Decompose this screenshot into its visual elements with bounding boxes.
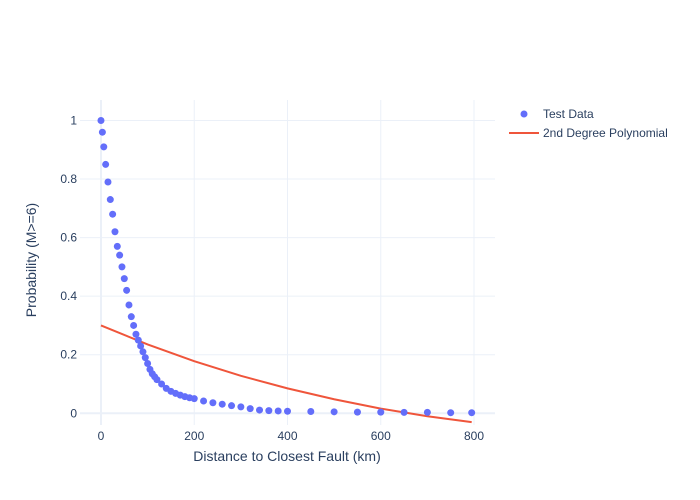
- series-2nd-degree-polynomial: [100, 324, 472, 424]
- x-tick-label: 0: [98, 429, 105, 443]
- legend[interactable]: Test Data 2nd Degree Polynomial: [509, 107, 668, 140]
- legend-label-polynomial: 2nd Degree Polynomial: [543, 126, 668, 140]
- test-data-point: [246, 405, 254, 413]
- series-test-data: [97, 116, 476, 417]
- test-data-point: [141, 354, 149, 362]
- y-tick-label: 0.2: [60, 348, 77, 362]
- y-tick-label: 0.8: [60, 172, 77, 186]
- x-axis-ticks: 0 200 400 600 800: [98, 429, 485, 443]
- x-tick-label: 600: [371, 429, 391, 443]
- test-data-point: [200, 397, 208, 405]
- x-axis-title: Distance to Closest Fault (km): [193, 448, 381, 464]
- test-data-point: [123, 286, 131, 294]
- x-tick-label: 800: [464, 429, 484, 443]
- test-data-point: [256, 406, 264, 414]
- test-data-point: [116, 251, 124, 259]
- legend-item-polynomial[interactable]: 2nd Degree Polynomial: [509, 126, 668, 140]
- test-data-point: [139, 348, 147, 356]
- test-data-point: [144, 360, 152, 368]
- test-data-point: [228, 402, 236, 410]
- test-data-point: [158, 380, 166, 388]
- test-data-point: [423, 408, 431, 416]
- test-data-point: [100, 143, 108, 151]
- test-data-point: [97, 116, 105, 124]
- grid: [80, 100, 495, 425]
- test-data-point: [106, 196, 114, 204]
- test-data-point: [274, 407, 282, 415]
- test-data-point: [468, 409, 476, 417]
- test-data-point: [134, 336, 142, 344]
- x-tick-label: 400: [277, 429, 297, 443]
- test-data-point: [284, 407, 291, 415]
- test-data-point: [132, 330, 140, 338]
- test-data-point: [237, 403, 245, 411]
- test-data-point: [400, 408, 408, 416]
- test-data-point: [265, 407, 273, 415]
- test-data-point: [447, 409, 455, 417]
- test-data-point: [330, 408, 338, 416]
- test-data-point: [109, 210, 117, 218]
- legend-marker-test-data: [520, 110, 528, 118]
- test-data-point: [353, 408, 361, 416]
- legend-item-test-data[interactable]: Test Data: [520, 107, 595, 121]
- y-tick-label: 0: [70, 406, 77, 420]
- test-data-point: [104, 178, 112, 186]
- y-axis-ticks: 0 0.2 0.4 0.6 0.8 1: [60, 113, 77, 420]
- polynomial-line: [100, 324, 472, 424]
- test-data-point: [137, 342, 145, 350]
- test-data-point: [130, 321, 138, 329]
- test-data-point: [218, 400, 226, 408]
- test-data-point: [190, 395, 198, 403]
- test-data-point: [377, 408, 385, 416]
- y-tick-label: 1: [70, 113, 77, 127]
- test-data-point: [153, 376, 161, 384]
- y-tick-label: 0.4: [60, 289, 77, 303]
- x-tick-label: 200: [184, 429, 204, 443]
- y-axis-title: Probability (M>=6): [23, 203, 39, 317]
- test-data-point: [127, 313, 135, 321]
- test-data-point: [98, 128, 106, 136]
- y-tick-label: 0.6: [60, 231, 77, 245]
- test-data-point: [209, 399, 217, 407]
- test-data-point: [111, 228, 119, 236]
- test-data-point: [125, 301, 133, 309]
- test-data-point: [102, 160, 110, 168]
- test-data-point: [113, 242, 121, 250]
- legend-label-test-data: Test Data: [543, 107, 594, 121]
- test-data-point: [307, 408, 315, 416]
- test-data-point: [118, 263, 126, 271]
- test-data-point: [120, 275, 128, 283]
